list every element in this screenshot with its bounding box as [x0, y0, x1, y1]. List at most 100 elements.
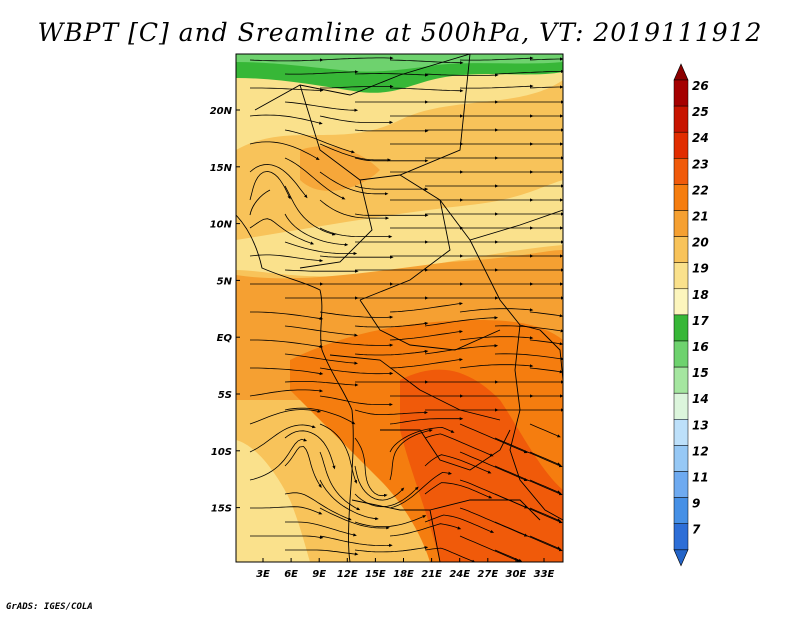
streamline [459, 308, 534, 313]
lon-label: 9E [312, 569, 326, 580]
streamline [529, 479, 561, 494]
colorbar-label: 12 [692, 444, 709, 458]
streamline [249, 218, 315, 245]
streamline [319, 535, 393, 547]
streamline [494, 69, 563, 75]
streamline [319, 367, 394, 376]
streamline [459, 84, 534, 89]
streamline [284, 129, 355, 154]
colorbar-swatch [673, 236, 689, 263]
colorbar-label: 18 [692, 288, 709, 302]
streamline [284, 381, 359, 387]
streamline [249, 389, 324, 397]
streamline [529, 85, 563, 89]
streamline [459, 336, 534, 341]
colorbar-swatch [673, 523, 689, 551]
colorbar-label: 7 [692, 523, 701, 537]
streamline [284, 446, 322, 488]
streamline [285, 521, 357, 537]
streamline [284, 213, 349, 247]
streamline [459, 56, 534, 61]
streamline [354, 73, 429, 77]
streamline [424, 433, 494, 457]
coastlines-borders [236, 54, 563, 562]
streamline [529, 57, 563, 61]
streamline [319, 311, 394, 319]
colorbar-label: 17 [692, 314, 709, 328]
streamline [249, 141, 320, 160]
map-title: WBPT [C] and Sreamline at 500hPa, VT: 20… [37, 18, 763, 47]
streamline [529, 535, 561, 550]
lon-label: 3E [256, 569, 270, 580]
streamline [354, 465, 405, 501]
lon-label: 33E [534, 569, 555, 580]
streamline [494, 521, 563, 552]
colorbar-swatch [673, 340, 689, 368]
colorbar-swatch [673, 419, 689, 446]
lon-label: 12E [337, 569, 358, 580]
streamline [389, 330, 463, 341]
streamline [319, 479, 379, 521]
colorbar-swatch [673, 314, 689, 342]
colorbar-label: 21 [692, 210, 709, 224]
streamline [284, 269, 359, 273]
streamline [320, 84, 394, 89]
colorbar-swatch [673, 497, 689, 524]
streamline [459, 423, 528, 454]
colorbar-swatch [673, 471, 689, 498]
streamline [529, 367, 563, 374]
lon-label: 6E [284, 569, 298, 580]
streamline [284, 101, 359, 112]
streamline [424, 73, 499, 77]
streamline [319, 171, 389, 196]
streamline [529, 339, 563, 346]
lat-label: 20N [210, 106, 233, 117]
streamline [529, 451, 561, 466]
streamlines [249, 56, 563, 562]
colorbar: 26 25 24 23 22 21 20 19 18 17 16 15 14 13 12 11 9 7 [673, 63, 709, 567]
streamline [424, 454, 492, 474]
streamline [389, 59, 464, 65]
latitude-labels: 20N 15N 10N 5N EQ 5S 10S 15S [210, 106, 240, 515]
streamline [494, 353, 563, 361]
streamline [319, 339, 394, 347]
streamline [250, 535, 324, 539]
colorbar-swatch [673, 131, 689, 159]
streamline [424, 482, 493, 499]
lon-label: 21E [421, 569, 442, 580]
longitude-labels: 3E 6E 9E 12E 15E 18E 21E 24E 27E 30E 33E [256, 558, 555, 580]
lon-label: 15E [365, 569, 386, 580]
streamline [389, 417, 464, 425]
streamline [249, 438, 308, 481]
streamline [389, 302, 463, 313]
streamline [354, 409, 428, 415]
lon-label: 24E [449, 569, 470, 580]
streamline [389, 429, 433, 481]
lat-label: 5S [218, 390, 232, 401]
colorbar-label: 23 [692, 157, 709, 171]
streamline [284, 241, 358, 256]
streamline [319, 115, 394, 124]
streamline [529, 507, 561, 522]
streamline [284, 430, 336, 470]
streamline [319, 507, 390, 530]
streamline [354, 486, 419, 508]
streamline [319, 199, 390, 220]
streamline [389, 426, 455, 453]
streamline [389, 471, 452, 509]
streamline [250, 506, 323, 515]
lat-label: 5N [217, 276, 233, 287]
colorbar-label: 9 [692, 497, 700, 511]
streamline [389, 87, 464, 93]
streamline [319, 395, 393, 407]
colorbar-label: 14 [692, 392, 709, 406]
colorbar-swatch [673, 262, 689, 290]
streamline [424, 547, 476, 562]
streamline [354, 349, 429, 356]
colorbar-swatch [673, 288, 689, 316]
grads-credit: GrADS: IGES/COLA [6, 602, 93, 612]
streamline [459, 535, 521, 562]
streamline [249, 424, 316, 453]
streamline [250, 339, 324, 349]
